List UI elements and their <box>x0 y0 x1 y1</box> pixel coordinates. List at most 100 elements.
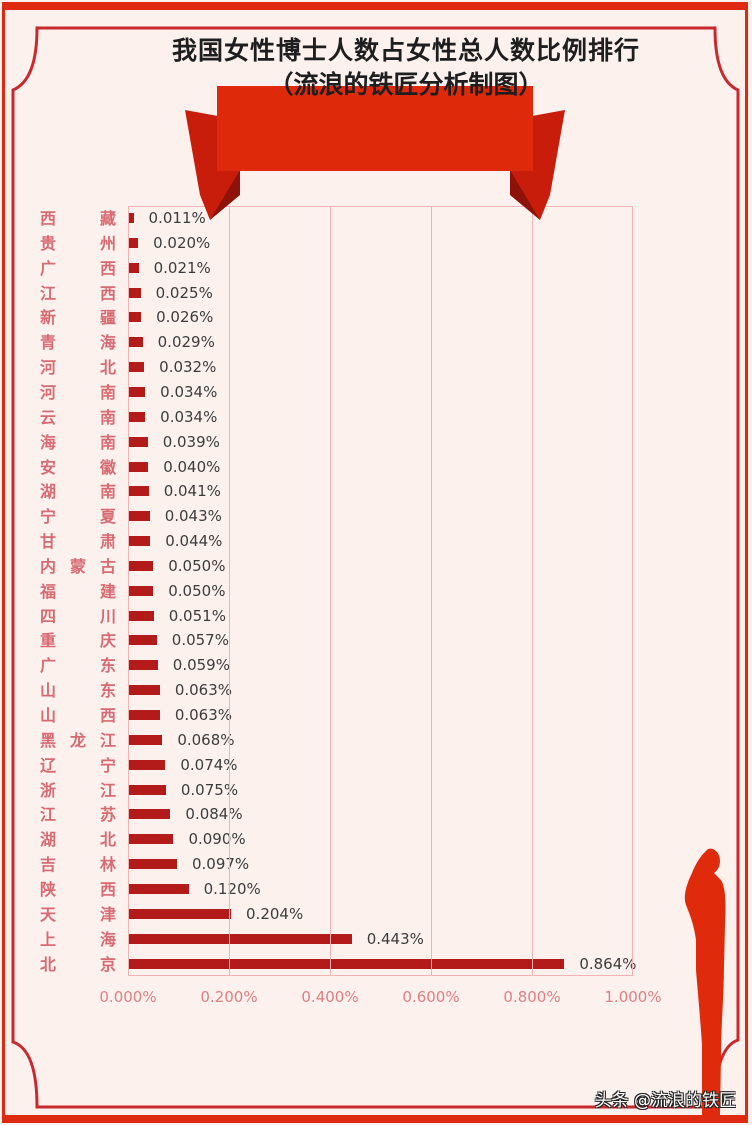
category-label-char: 宁 <box>99 755 116 775</box>
bar <box>128 560 154 571</box>
value-label: 0.029% <box>157 333 215 352</box>
category-label-char: 河 <box>40 358 57 378</box>
category-label-char: 辽 <box>40 755 57 775</box>
value-label: 0.204% <box>246 904 304 923</box>
category-label-char: 重 <box>40 631 57 651</box>
bar <box>128 486 149 497</box>
category-label-char: 南 <box>99 382 116 402</box>
category-label-char: 广 <box>40 258 57 278</box>
category-label-char: 河 <box>40 382 57 402</box>
bar <box>128 635 157 646</box>
category-label-char: 天 <box>40 904 57 924</box>
bar <box>128 312 142 323</box>
category-label-char: 西 <box>99 879 116 899</box>
category-label-char: 浙 <box>40 780 57 800</box>
bar-row: 四川 0.051% <box>0 604 700 629</box>
gridline <box>431 207 432 975</box>
value-label: 0.043% <box>164 507 222 526</box>
category-label-char: 林 <box>99 855 116 875</box>
category-label-char: 江 <box>99 780 116 800</box>
category-label-char: 陕 <box>40 879 57 899</box>
bar <box>128 461 149 472</box>
value-label: 0.034% <box>160 407 218 426</box>
category-label-char: 徽 <box>99 457 116 477</box>
category-label-char: 上 <box>40 929 57 949</box>
bar <box>128 859 177 870</box>
category-label: 青海 <box>40 330 116 355</box>
bar-row: 广东 0.059% <box>0 653 700 678</box>
value-label: 0.026% <box>156 308 214 327</box>
bar <box>128 933 352 944</box>
value-label: 0.084% <box>185 805 243 824</box>
bar <box>128 734 163 745</box>
category-label: 陕西 <box>40 877 116 902</box>
category-label-char: 南 <box>99 432 116 452</box>
bar <box>128 536 151 547</box>
bar <box>128 262 139 273</box>
value-label: 0.039% <box>162 432 220 451</box>
bar <box>128 287 141 298</box>
value-label: 0.032% <box>159 358 217 377</box>
category-label-char: 古 <box>99 556 116 576</box>
category-label-char: 苏 <box>99 805 116 825</box>
value-label: 0.050% <box>168 581 226 600</box>
value-label: 0.063% <box>174 681 233 700</box>
category-label-char: 南 <box>99 407 116 427</box>
value-label: 0.041% <box>163 482 221 501</box>
category-label-char: 肃 <box>99 532 116 552</box>
category-label-char: 北 <box>40 954 57 974</box>
category-label-char: 贵 <box>40 233 57 253</box>
category-label-char: 广 <box>40 656 57 676</box>
category-label: 浙江 <box>40 778 116 803</box>
category-label: 江苏 <box>40 802 116 827</box>
category-label-char: 疆 <box>99 308 116 328</box>
bar-row: 内蒙古 0.050% <box>0 554 700 579</box>
category-label-char: 蒙 <box>69 556 86 576</box>
bar-row: 湖南 0.041% <box>0 479 700 504</box>
bar <box>128 436 148 447</box>
bar-row: 辽宁 0.074% <box>0 753 700 778</box>
bar <box>128 883 189 894</box>
category-label: 重庆 <box>40 628 116 653</box>
category-label: 山西 <box>40 703 116 728</box>
x-tick-label: 0.000% <box>99 988 157 1006</box>
category-label-char: 庆 <box>99 631 116 651</box>
bar-row: 北京 0.864% <box>0 952 700 977</box>
value-label: 0.040% <box>163 457 221 476</box>
category-label-char: 川 <box>99 606 116 626</box>
bar-row: 山东 0.063% <box>0 678 700 703</box>
saluting-soldier-silhouette <box>684 848 726 1115</box>
bar-row: 新疆 0.026% <box>0 305 700 330</box>
category-label-char: 南 <box>99 482 116 502</box>
bar <box>128 511 150 522</box>
category-label-char: 青 <box>40 333 57 353</box>
category-label: 山东 <box>40 678 116 703</box>
category-label: 西藏 <box>40 206 116 231</box>
value-label: 0.864% <box>579 954 637 973</box>
value-label: 0.059% <box>172 656 230 675</box>
bar-row: 陕西 0.120% <box>0 877 700 902</box>
value-label: 0.021% <box>153 258 211 277</box>
bar <box>128 784 166 795</box>
value-label: 0.063% <box>174 706 233 724</box>
category-label: 天津 <box>40 902 116 927</box>
category-label-char: 海 <box>99 929 116 949</box>
category-label: 黑龙江 <box>40 728 116 753</box>
category-label: 广东 <box>40 653 116 678</box>
bar-row: 山西 0.063% <box>0 703 700 728</box>
value-label: 0.443% <box>366 929 424 948</box>
value-label: 0.075% <box>180 780 239 799</box>
value-label: 0.034% <box>160 382 218 401</box>
category-label-char: 北 <box>99 358 116 378</box>
category-label-char: 东 <box>99 681 116 701</box>
value-label: 0.020% <box>153 233 211 252</box>
bar <box>128 660 158 671</box>
x-tick-label: 0.200% <box>200 988 258 1006</box>
bar <box>128 958 565 969</box>
value-label: 0.057% <box>171 631 229 650</box>
category-label-char: 龙 <box>69 730 86 750</box>
chart-title: 我国女性博士人数占女性总人数比例排行 <box>171 36 640 65</box>
category-label-char: 海 <box>40 432 57 452</box>
category-label-char: 江 <box>99 730 116 750</box>
gridline <box>229 207 230 975</box>
